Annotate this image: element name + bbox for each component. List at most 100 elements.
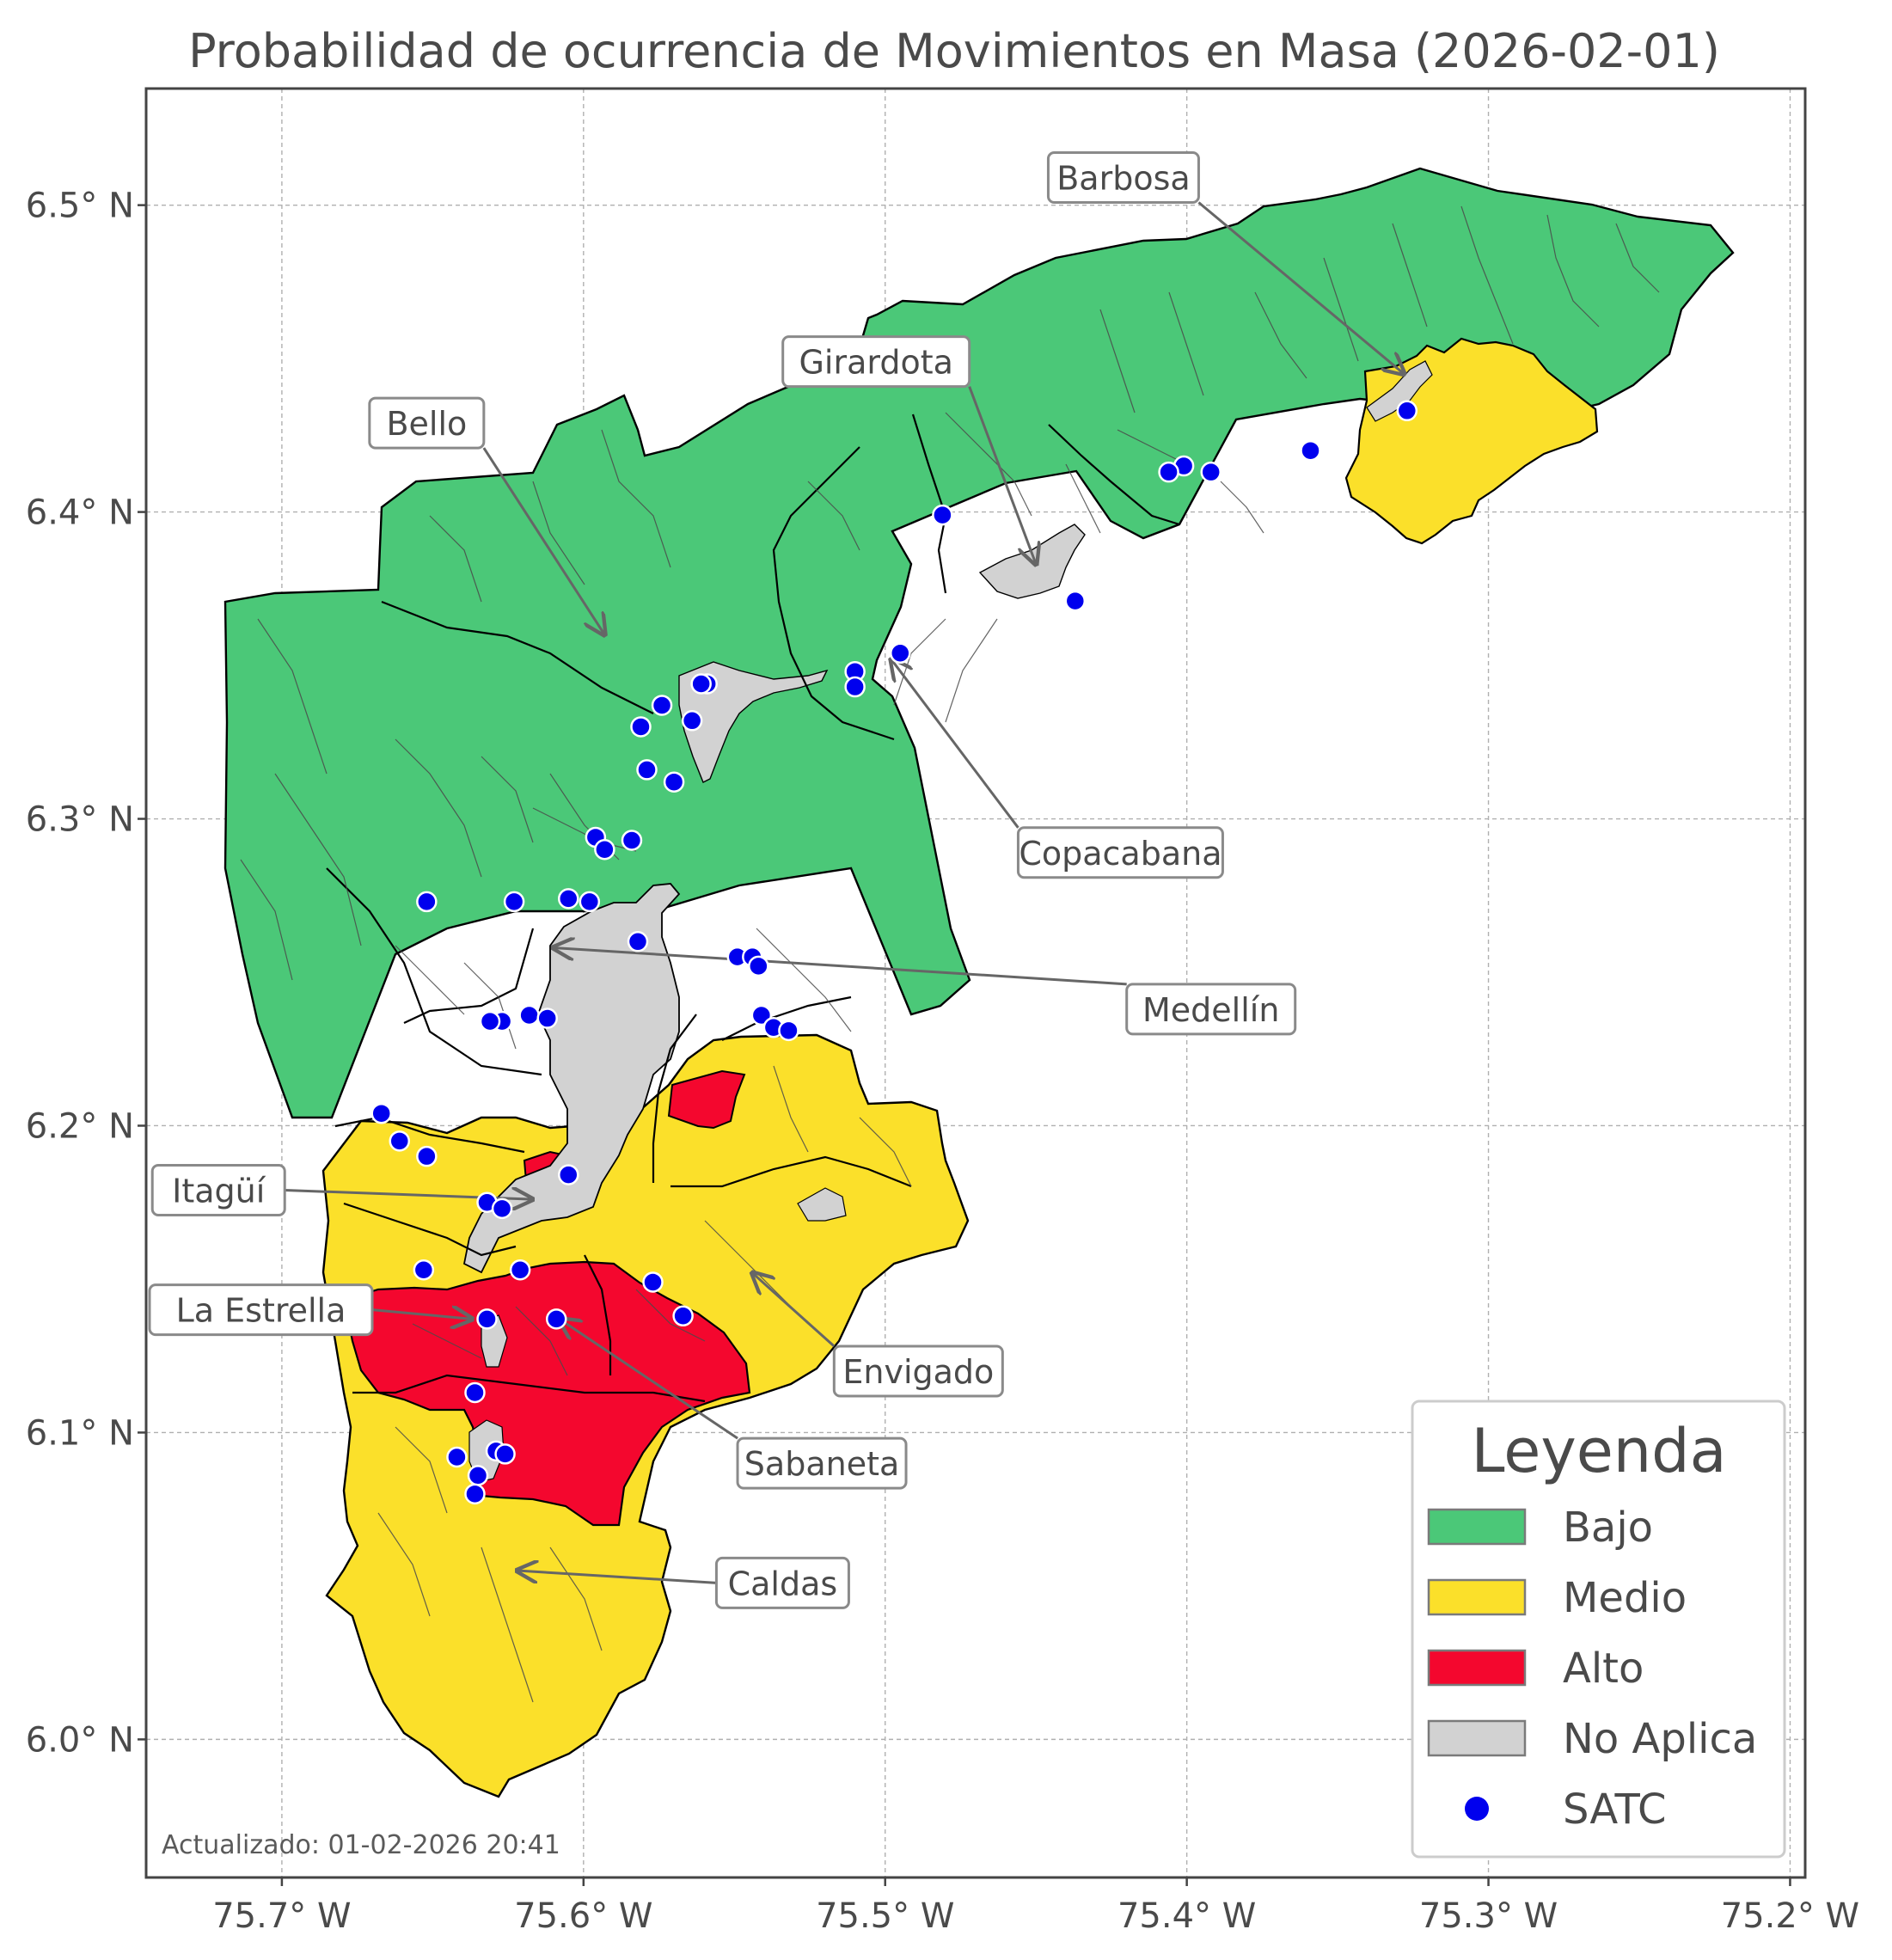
- legend-swatch-medio: [1427, 1578, 1527, 1616]
- y-tick-label: 6.4° N: [26, 493, 134, 533]
- satc-station: [778, 1020, 799, 1042]
- annotation-arrow: [560, 1319, 738, 1440]
- satc-station: [491, 1197, 513, 1220]
- region-alto-envigado: [667, 1069, 746, 1130]
- y-tick-label: 6.2° N: [26, 1106, 134, 1146]
- updated-timestamp: Actualizado: 01-02-2026 20:41: [162, 1830, 560, 1860]
- satc-station: [663, 771, 685, 793]
- legend-label: No Aplica: [1563, 1715, 1757, 1763]
- satc-station: [494, 1443, 516, 1465]
- annotation-box: [714, 1556, 850, 1609]
- annotation-box: [148, 1283, 374, 1337]
- legend-title: Leyenda: [1471, 1416, 1726, 1486]
- annotation-box: [1046, 151, 1200, 205]
- x-tick-label: 75.4° W: [1117, 1896, 1256, 1936]
- region-no-aplica-envigado: [797, 1187, 847, 1222]
- municipality-label: Barbosa: [1056, 160, 1190, 198]
- satc-station: [672, 1305, 694, 1327]
- annotation-copacabana: Copacabana: [891, 659, 1224, 879]
- region-no-aplica-bello: [678, 661, 829, 783]
- satc-station: [1396, 400, 1418, 422]
- annotation-arrow: [517, 1571, 717, 1584]
- satc-station: [594, 838, 615, 861]
- satc-station: [681, 710, 703, 732]
- satc-station: [545, 1308, 567, 1330]
- annotation-box: [368, 396, 486, 450]
- satc-station: [579, 891, 601, 913]
- satc-station: [630, 716, 652, 738]
- satc-station: [621, 830, 643, 851]
- satc-station: [413, 1259, 435, 1281]
- annotation-arrow: [891, 659, 1019, 829]
- region-no-aplica-barbosa: [1366, 360, 1433, 422]
- annotation-la-estrella: La Estrella: [148, 1283, 472, 1337]
- satc-station: [932, 504, 953, 526]
- legend-swatch-bajo: [1427, 1508, 1527, 1546]
- annotation-envigado: Envigado: [752, 1273, 1004, 1398]
- annotation-box: [1125, 983, 1297, 1036]
- satc-station: [479, 1010, 501, 1032]
- municipality-label: La Estrella: [176, 1292, 346, 1330]
- x-tick-label: 75.3° W: [1419, 1896, 1558, 1936]
- municipality-label: Copacabana: [1019, 835, 1222, 873]
- municipality-annotations: Barbosa Girardota Bello Copacabana Medellín I…: [148, 151, 1404, 1609]
- municipality-label: Envigado: [842, 1353, 994, 1391]
- satc-station: [446, 1446, 468, 1468]
- satc-station: [476, 1308, 498, 1330]
- annotation-box: [781, 335, 971, 389]
- y-tick-label: 6.1° N: [26, 1413, 134, 1453]
- satc-station: [1300, 439, 1321, 462]
- legend-label: Medio: [1563, 1574, 1687, 1622]
- annotation-arrow: [554, 947, 1127, 986]
- legend-marker-satc: [1465, 1797, 1489, 1821]
- legend-label: SATC: [1563, 1785, 1667, 1834]
- satc-station: [748, 955, 769, 977]
- x-tick-label: 75.7° W: [212, 1896, 351, 1936]
- municipality-label: Sabaneta: [744, 1445, 899, 1483]
- municipal-boundaries: [326, 413, 1180, 1403]
- annotation-box: [736, 1436, 908, 1490]
- satc-station: [416, 1145, 438, 1167]
- satc-station: [844, 676, 866, 698]
- satc-station: [558, 888, 579, 910]
- x-tick-label: 75.2° W: [1721, 1896, 1859, 1936]
- satc-station: [558, 1164, 579, 1185]
- y-tick-label: 6.5° N: [26, 187, 134, 226]
- legend-items: Bajo Medio Alto No Aplica SATC: [1427, 1504, 1757, 1834]
- satc-station: [536, 1008, 558, 1029]
- annotation-box: [832, 1344, 1004, 1398]
- satc-station: [416, 891, 438, 913]
- annotation-arrow: [752, 1273, 836, 1348]
- satc-station: [651, 695, 673, 716]
- legend-swatch-alto: [1427, 1649, 1527, 1687]
- annotation-caldas: Caldas: [517, 1556, 850, 1609]
- satc-station: [1064, 590, 1087, 612]
- x-tick-label: 75.5° W: [816, 1896, 954, 1936]
- satc-station: [503, 891, 525, 913]
- satc-station: [467, 1465, 489, 1486]
- municipality-label: Bello: [386, 405, 467, 443]
- annotation-box: [1016, 826, 1224, 879]
- annotation-arrow: [371, 1310, 472, 1320]
- annotation-arrow: [1197, 201, 1404, 374]
- municipality-label: Medellín: [1142, 991, 1279, 1029]
- region-no-aplica-medellin: [462, 883, 681, 1274]
- legend-label: Bajo: [1563, 1504, 1653, 1552]
- satc-station: [370, 1102, 392, 1124]
- satc-station: [690, 673, 712, 695]
- satc-station: [1200, 461, 1222, 483]
- y-tick-label: 6.3° N: [26, 800, 134, 840]
- legend-swatch-no_aplica: [1427, 1719, 1527, 1757]
- annotation-medell-n: Medellín: [554, 947, 1297, 1036]
- satc-station: [642, 1271, 664, 1293]
- annotation-arrow: [968, 386, 1036, 565]
- annotation-arrow: [482, 447, 605, 634]
- legend: Leyenda Bajo Medio Alto No Aplica SATC: [1411, 1400, 1786, 1859]
- annotation-barbosa: Barbosa: [1046, 151, 1404, 374]
- satc-station: [464, 1483, 486, 1505]
- axis-ticks: 75.7° W 75.6° W 75.5° W 75.4° W 75.3° W 75.2°…: [26, 187, 1859, 1936]
- plot-frame: [144, 87, 1807, 1879]
- annotation-girardota: Girardota: [781, 335, 1036, 565]
- map-title: Probabilidad de ocurrencia de Movimiento…: [188, 24, 1720, 78]
